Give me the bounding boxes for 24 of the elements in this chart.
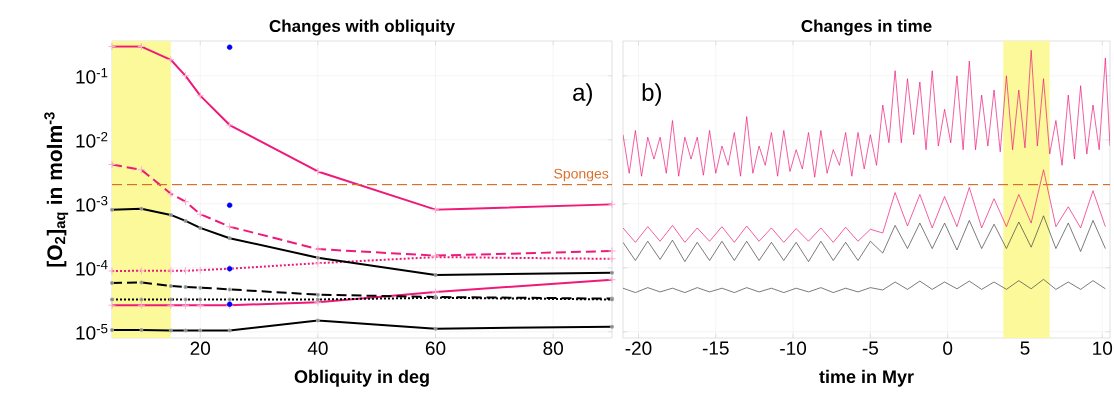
x-tick-label: -10 [780,341,807,355]
x-tick-label: 20 [190,341,211,355]
x-axis-title: time in Myr [819,369,914,387]
x-tick-label: -20 [625,341,652,355]
chart-title: Changes with obliquity [269,19,455,36]
y-tick-label: 10$^{-1}$ [76,68,108,84]
y-tick-label: 10$^{-2}$ [76,131,108,148]
x-tick-label: 10 [1093,341,1113,355]
x-tick-label: -5 [862,341,879,355]
chart-title: Changes in time [801,19,932,36]
annotation: b) [642,83,661,106]
y-axis-title: [O$_{2}$]$_{aq}$ in molm$^{-3}$ [44,112,69,267]
x-tick-label: -15 [702,341,729,355]
annotation: a) [573,83,592,106]
y-tick-label: 10$^{-5}$ [76,324,108,340]
x-tick-label: 5 [1020,341,1030,355]
x-axis-title: Obliquity in deg [294,369,429,387]
x-tick-label: 0 [943,341,953,355]
x-tick-label: 40 [307,341,328,355]
x-tick-label: 80 [543,341,563,355]
y-tick-label: 10$^{-4}$ [76,260,108,276]
y-tick-label: 10$^{-3}$ [76,195,108,212]
x-tick-label: 60 [425,341,446,355]
ref-line-label: Sponges [554,168,609,182]
